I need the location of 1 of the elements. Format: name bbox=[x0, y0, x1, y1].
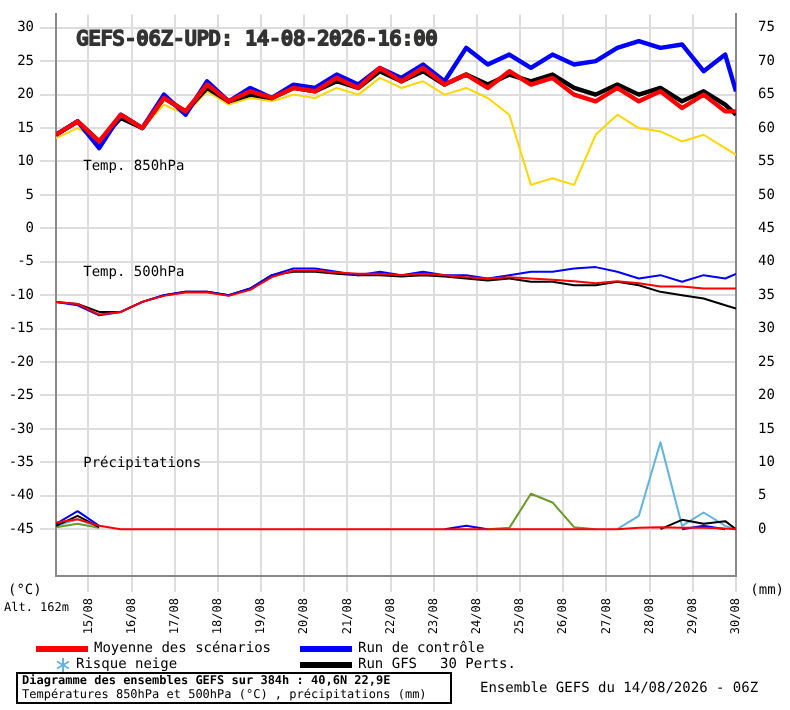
annotation: GEFS-06Z-UPD: 14-08-2026-16:00 bbox=[76, 28, 438, 51]
